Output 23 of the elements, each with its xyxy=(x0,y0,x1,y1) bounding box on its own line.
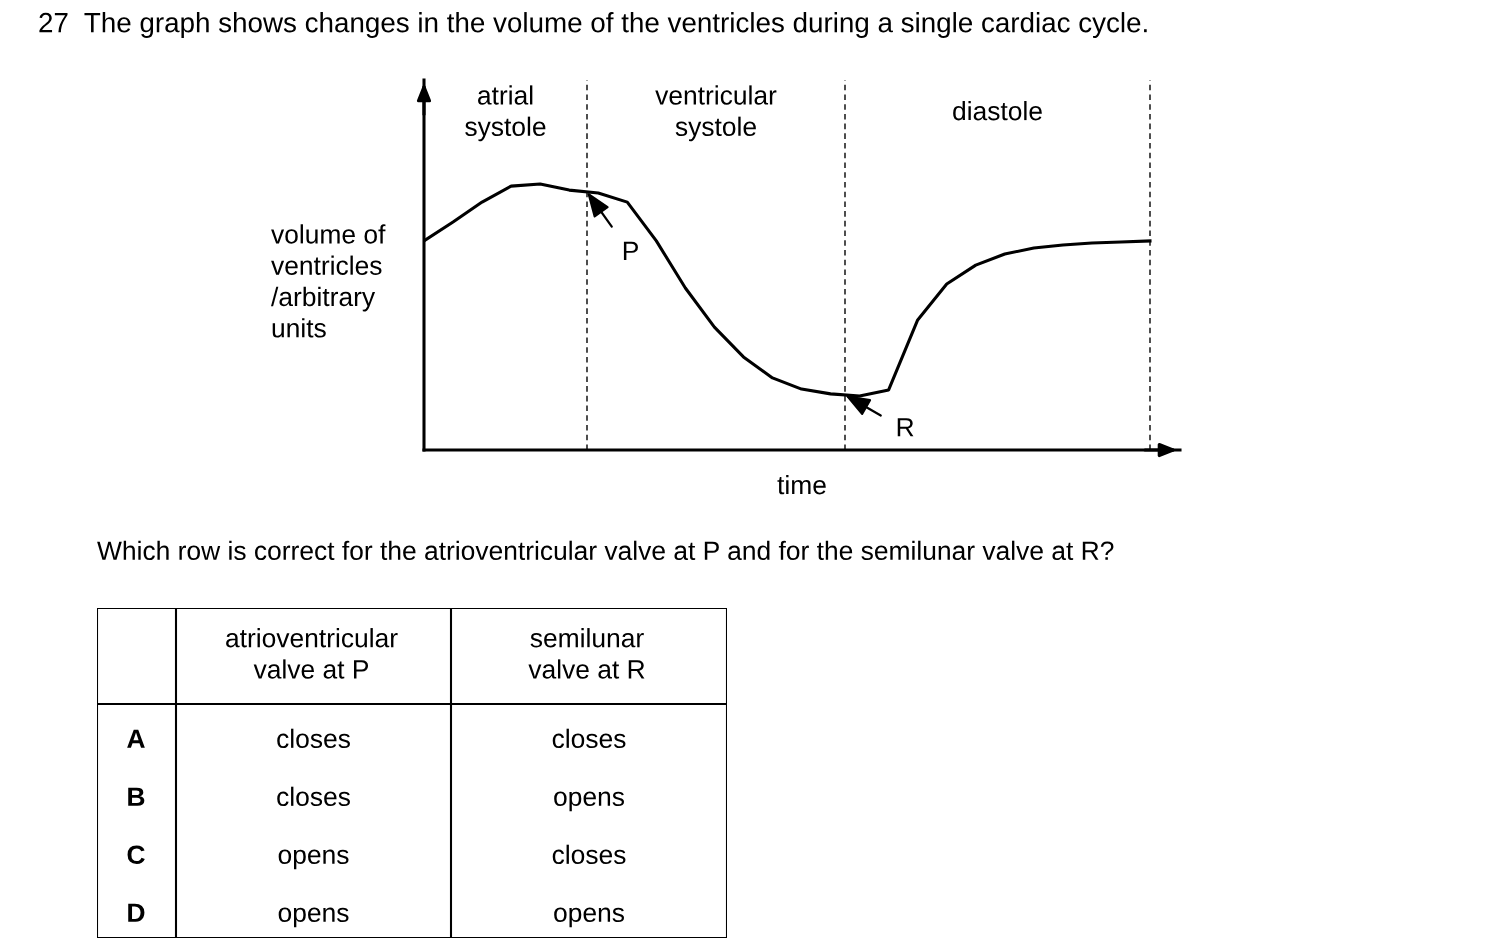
annotation: R xyxy=(897,418,914,437)
x-axis-title: time xyxy=(777,475,826,495)
text: opens xyxy=(554,907,624,928)
text: A xyxy=(127,729,145,748)
text: ventricular systole xyxy=(655,85,777,142)
text: atrioventricular valve at P xyxy=(226,628,398,679)
text: atrial systole xyxy=(465,85,546,142)
text: Which row is correct for the atrioventricular valve at P and for the semilunar valve at R? xyxy=(97,540,1114,561)
text: opens xyxy=(278,849,349,870)
text: C xyxy=(127,845,145,865)
text: closes xyxy=(552,844,626,865)
text: closes xyxy=(277,728,350,749)
text: semilunar valve at R xyxy=(528,628,645,679)
annotation: P xyxy=(623,241,638,260)
y-axis-title: volume of ventricles /arbitrary units xyxy=(271,224,386,338)
text: closes xyxy=(277,786,350,807)
text: diastole xyxy=(953,101,1042,121)
chart-title: 27 The graph shows changes in the volume of the ventricles during a single cardiac cycle. xyxy=(39,12,1147,38)
text: B xyxy=(128,787,145,806)
text: opens xyxy=(554,791,624,812)
text: closes xyxy=(552,728,626,749)
text: D xyxy=(128,903,145,922)
text: opens xyxy=(278,907,349,928)
